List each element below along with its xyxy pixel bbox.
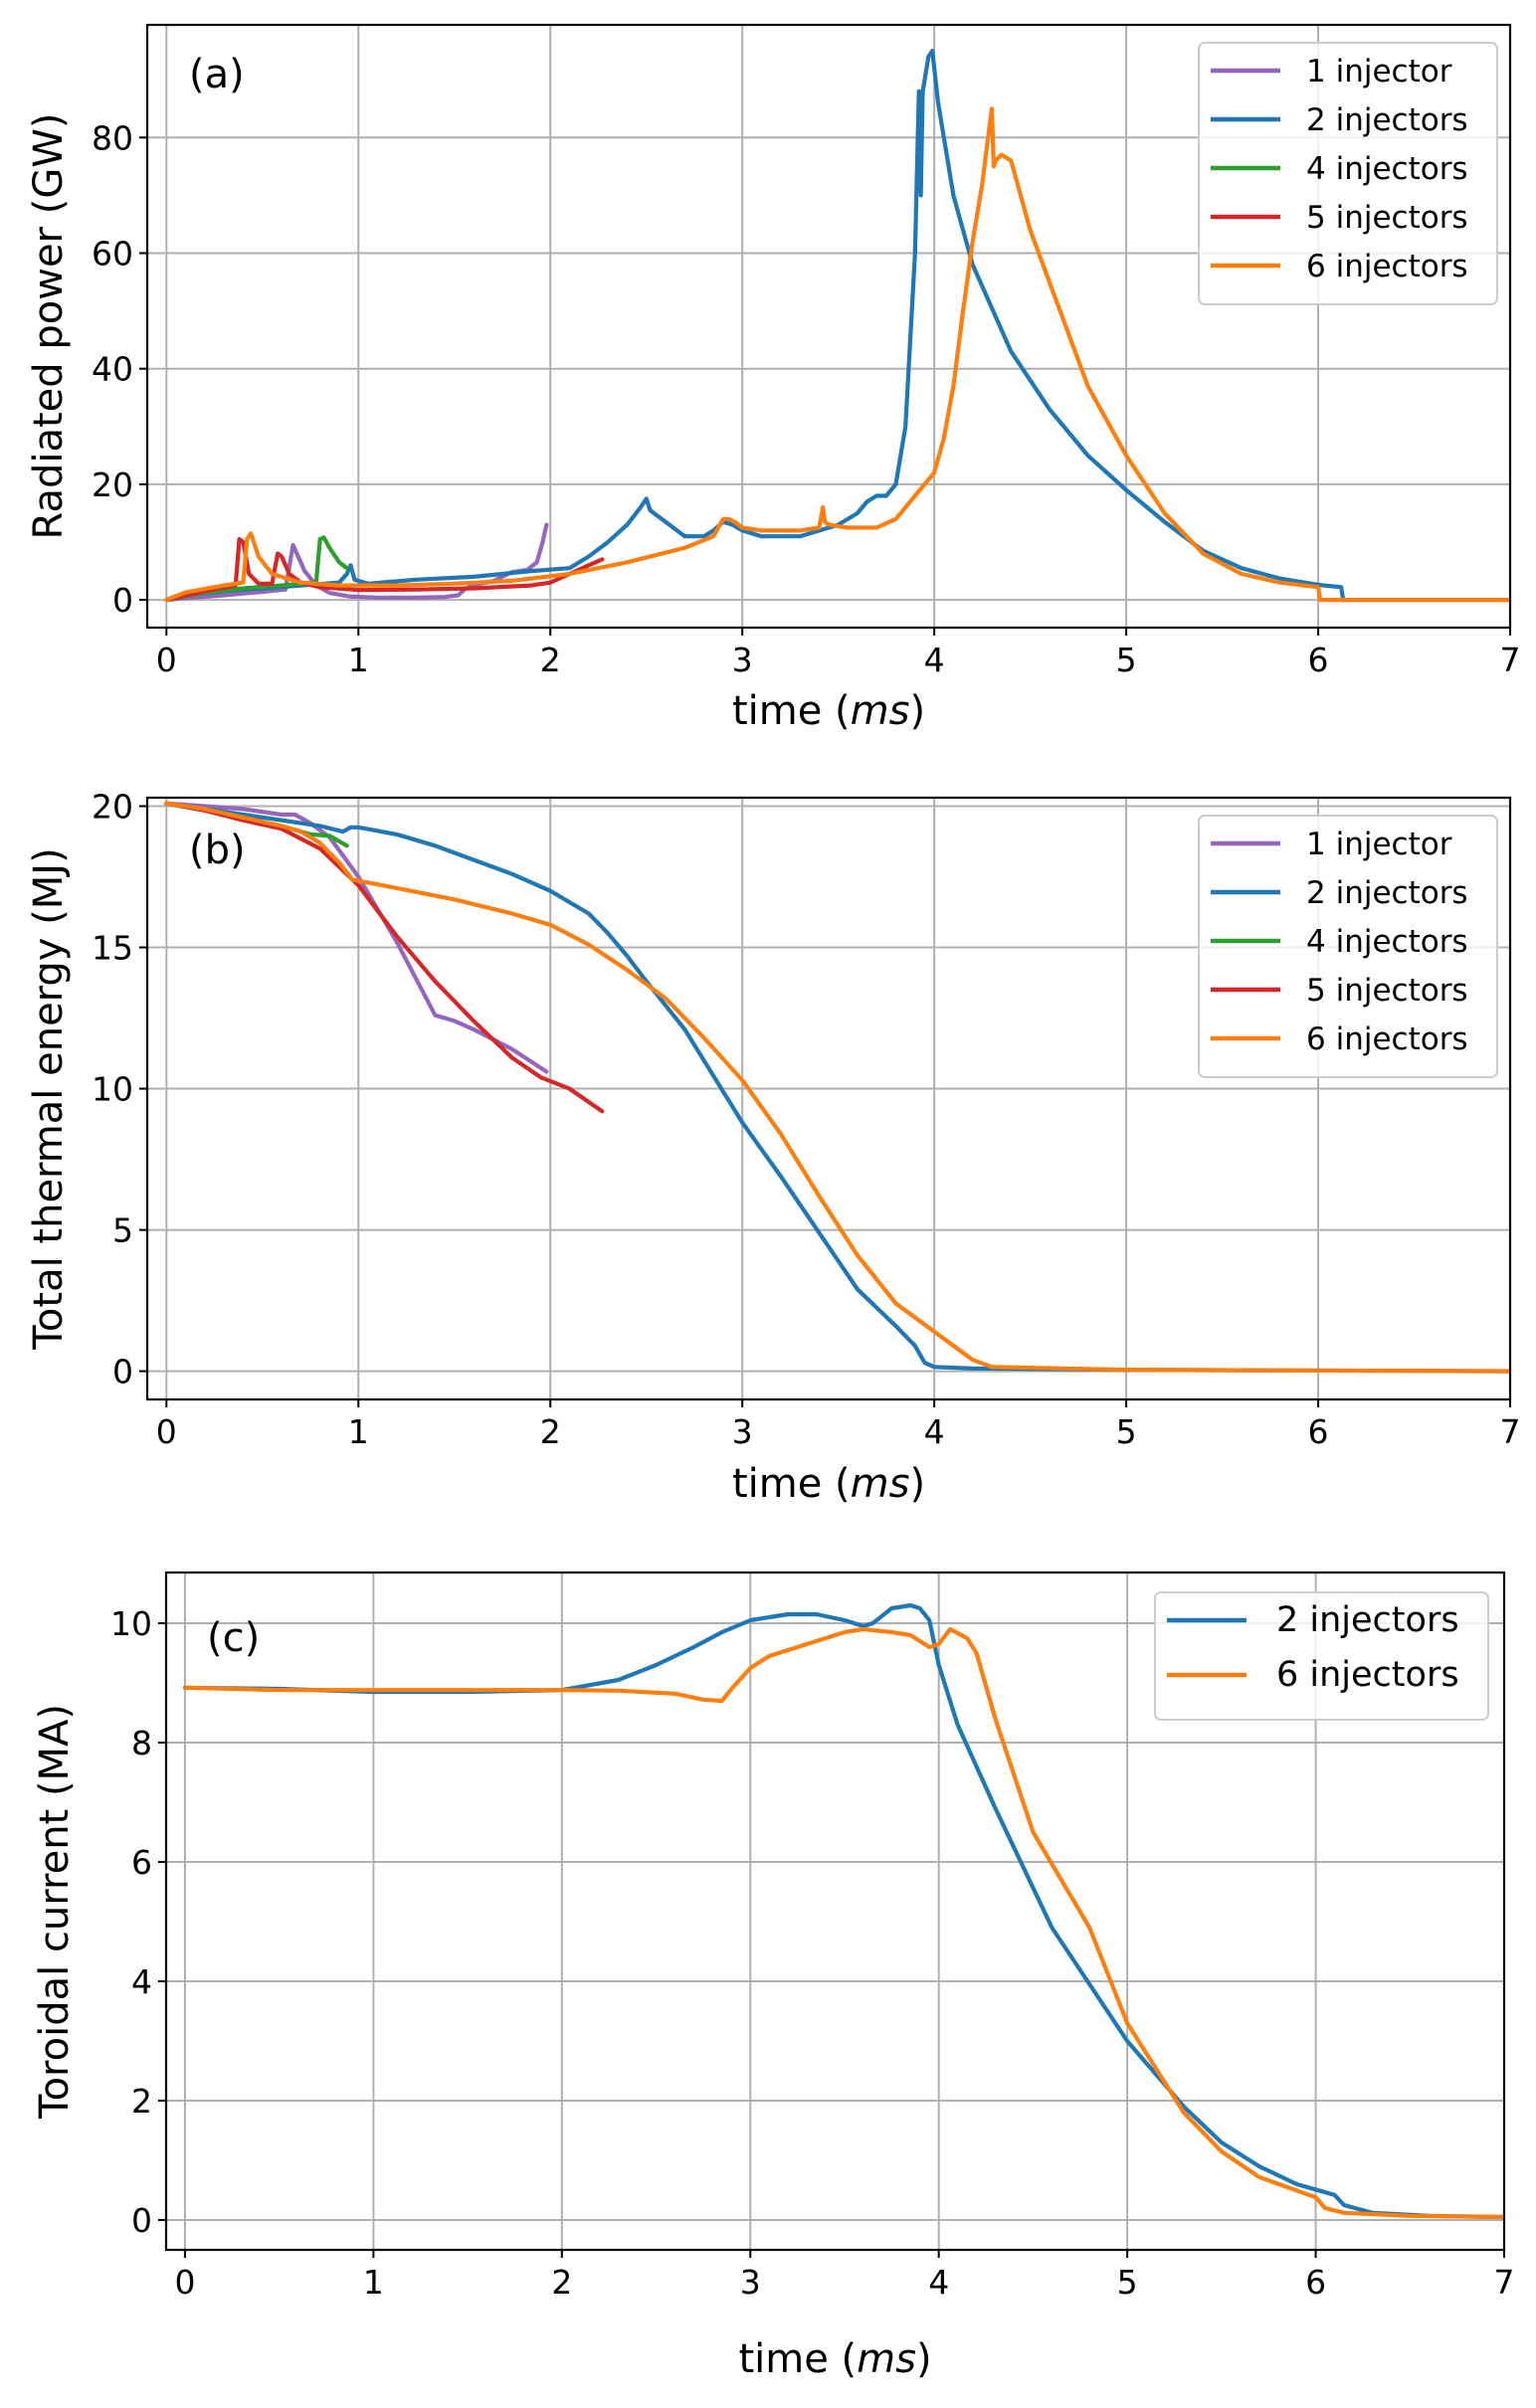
x-tick-label: 3 — [740, 2263, 761, 2302]
y-tick-label: 8 — [131, 1724, 152, 1762]
y-tick-label: 10 — [110, 1604, 152, 1643]
xlabel-post: ) — [916, 2336, 932, 2382]
y-tick-label: 20 — [92, 465, 133, 504]
x-tick-label: 4 — [924, 641, 945, 679]
legend-label: 6 injectors — [1276, 1655, 1459, 1695]
y-tick-label: 40 — [92, 350, 133, 389]
series-line-2-injectors — [164, 801, 1510, 1374]
panel-a-xlabel: time (ms) — [732, 688, 925, 734]
xlabel-pre: time ( — [732, 1461, 851, 1507]
legend-label: 1 injector — [1306, 54, 1452, 90]
y-tick-label: 15 — [92, 929, 133, 968]
panel-c-frame — [164, 1571, 1506, 2252]
panel-b-tag: (b) — [189, 828, 246, 873]
xlabel-italic: ms — [851, 1461, 910, 1507]
x-tick-label: 2 — [551, 2263, 572, 2302]
xlabel-pre: time ( — [738, 2336, 857, 2382]
panel-c-xlabel: time (ms) — [738, 2336, 931, 2382]
panel-b-ticks: 0 1 2 3 4 5 6 7 0 5 10 15 20 — [92, 788, 1521, 1451]
panel-b-frame — [145, 796, 1512, 1401]
x-tick-label: 1 — [363, 2263, 384, 2302]
y-tick-label: 6 — [131, 1843, 152, 1882]
y-tick-label: 0 — [112, 1353, 133, 1391]
legend-label: 6 injectors — [1306, 1021, 1468, 1057]
panel-b-xlabel: time (ms) — [732, 1461, 925, 1507]
legend-label: 1 injector — [1306, 827, 1452, 862]
y-tick-label: 60 — [92, 235, 133, 274]
panel-a-ylabel: Radiated power (GW) — [26, 113, 72, 540]
series-line-5-injectors — [164, 801, 605, 1114]
x-tick-label: 7 — [1500, 641, 1521, 679]
legend-label: 2 injectors — [1276, 1600, 1459, 1640]
x-tick-label: 0 — [174, 2263, 195, 2302]
panel-c-ticks: 0 1 2 3 4 5 6 7 0 2 4 6 8 10 — [110, 1604, 1515, 2302]
series-line-6-injectors — [164, 106, 1510, 603]
y-tick-label: 0 — [131, 2201, 152, 2240]
x-tick-label: 5 — [1116, 641, 1137, 679]
x-tick-label: 5 — [1117, 2263, 1138, 2302]
y-tick-label: 20 — [92, 788, 133, 827]
x-tick-label: 2 — [540, 1412, 561, 1451]
x-tick-label: 2 — [540, 641, 561, 679]
xlabel-italic: ms — [851, 688, 910, 734]
xlabel-post: ) — [909, 1461, 925, 1507]
panel-c: 0 1 2 3 4 5 6 7 0 2 4 6 8 10 (c) Toroidal current (MA… — [32, 1571, 1515, 2382]
panel-c-tag: (c) — [207, 1615, 260, 1661]
x-tick-label: 6 — [1308, 1412, 1329, 1451]
panel-a-ticks: 0 1 2 3 4 5 6 7 0 20 40 60 80 — [92, 118, 1521, 679]
y-tick-label: 80 — [92, 118, 133, 157]
series-line-6-injectors — [182, 1626, 1504, 2220]
series-line-2-injectors — [164, 49, 1510, 603]
panel-c-ylabel: Toroidal current (MA) — [32, 1704, 78, 2120]
panel-b-series — [164, 801, 1510, 1374]
x-tick-label: 4 — [928, 2263, 949, 2302]
x-tick-label: 1 — [348, 1412, 369, 1451]
legend-label: 2 injectors — [1306, 875, 1468, 911]
series-line-1-injector — [164, 801, 549, 1074]
panel-a-tag: (a) — [189, 52, 245, 97]
panel-c-legend: 2 injectors 6 injectors — [1154, 1591, 1489, 1721]
y-tick-label: 5 — [112, 1211, 133, 1250]
legend-label: 4 injectors — [1306, 924, 1468, 960]
x-tick-label: 6 — [1305, 2263, 1326, 2302]
x-tick-label: 0 — [156, 1412, 177, 1451]
panel-a: 0 1 2 3 4 5 6 7 0 20 40 60 80 (a) Radiated power (GW… — [26, 23, 1521, 734]
xlabel-pre: time ( — [732, 688, 851, 734]
panel-b: 0 1 2 3 4 5 6 7 0 5 10 15 20 (b) Total thermal energ… — [26, 788, 1521, 1507]
xlabel-italic: ms — [857, 2336, 916, 2382]
panel-b-ylabel: Total thermal energy (MJ) — [26, 847, 72, 1350]
y-tick-label: 2 — [131, 2082, 152, 2121]
x-tick-label: 3 — [732, 641, 753, 679]
series-line-4-injectors — [164, 535, 349, 603]
panel-c-series — [182, 1602, 1504, 2220]
series-line-2-injectors — [182, 1602, 1504, 2220]
y-tick-label: 10 — [92, 1070, 133, 1109]
legend-label: 6 injectors — [1306, 249, 1468, 284]
x-tick-label: 1 — [348, 641, 369, 679]
legend-frame — [1198, 815, 1498, 1078]
series-line-6-injectors — [164, 801, 1510, 1374]
legend-label: 4 injectors — [1306, 151, 1468, 187]
x-tick-label: 5 — [1116, 1412, 1137, 1451]
x-tick-label: 7 — [1494, 2263, 1515, 2302]
panel-a-series — [164, 49, 1510, 603]
legend-label: 5 injectors — [1306, 973, 1468, 1009]
x-tick-label: 3 — [732, 1412, 753, 1451]
x-tick-label: 4 — [924, 1412, 945, 1451]
legend-label: 5 injectors — [1306, 200, 1468, 236]
x-tick-label: 0 — [156, 641, 177, 679]
y-tick-label: 4 — [131, 1962, 152, 2001]
xlabel-post: ) — [909, 688, 925, 734]
x-tick-label: 6 — [1308, 641, 1329, 679]
legend-frame — [1198, 42, 1498, 305]
panel-b-legend: 1 injector 2 injectors 4 injectors 5 inject… — [1198, 815, 1498, 1078]
panel-a-legend: 1 injector 2 injectors 4 injectors 5 inject… — [1198, 42, 1498, 305]
panel-a-frame — [145, 23, 1512, 630]
legend-frame — [1154, 1591, 1489, 1721]
x-tick-label: 7 — [1500, 1412, 1521, 1451]
legend-label: 2 injectors — [1306, 102, 1468, 138]
y-tick-label: 0 — [112, 581, 133, 620]
series-line-5-injectors — [164, 537, 605, 603]
